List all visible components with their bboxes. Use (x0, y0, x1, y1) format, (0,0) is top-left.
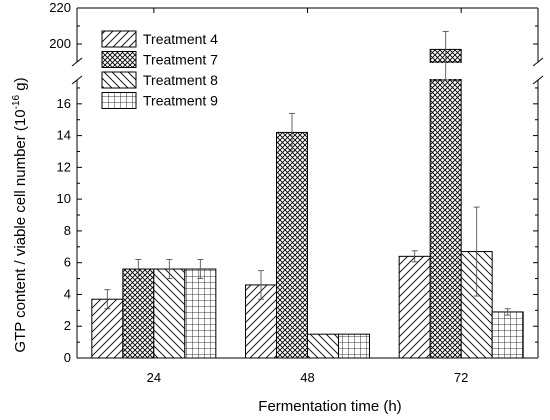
legend-swatch (101, 51, 137, 68)
bar (307, 333, 339, 359)
legend-swatch (101, 92, 137, 109)
x-axis-title: Fermentation time (h) (258, 398, 401, 415)
x-tick-label: 24 (147, 370, 161, 385)
y-axis-title: GTP content / viable cell number (10-16 … (11, 77, 29, 352)
axis-break-mark (532, 57, 544, 67)
legend-label: Treatment 8 (143, 72, 218, 88)
y-tick-label: 200 (49, 36, 71, 51)
y-tick-label: 4 (64, 286, 71, 301)
legend-label: Treatment 7 (143, 52, 218, 68)
axis-break-mark (71, 57, 83, 67)
y-tick-label: 14 (57, 128, 71, 143)
y-tick-label: 16 (57, 96, 71, 111)
bar (338, 333, 370, 359)
legend-swatch (101, 30, 137, 48)
bar (153, 268, 186, 359)
axis-break-mark (532, 75, 544, 85)
legend: Treatment 4 Treatment 7 Treatment 8 Treatme… (101, 30, 218, 109)
y-tick-label: 0 (64, 350, 71, 365)
bar (276, 131, 308, 359)
y-tick-label: 8 (64, 223, 71, 238)
y-tick-label: 220 (49, 0, 71, 15)
bar (398, 255, 431, 359)
legend-label: Treatment 4 (143, 31, 218, 47)
y-tick-label: 2 (64, 318, 71, 333)
legend-swatch (101, 71, 137, 89)
bar (184, 268, 217, 359)
y-axis-title-tail: g) (12, 77, 29, 95)
y-tick-label: 10 (57, 191, 71, 206)
axis-break-mark (71, 75, 83, 85)
x-tick-label: 72 (454, 370, 468, 385)
y-tick-label: 12 (57, 159, 71, 174)
y-axis-title-exponent: -16 (11, 94, 22, 109)
y-axis-title-main: GTP content / viable cell number (10 (12, 109, 29, 352)
y-tick-label: 6 (64, 255, 71, 270)
x-tick-label: 48 (300, 370, 314, 385)
bar (491, 311, 524, 359)
bar (122, 268, 155, 359)
bar (429, 48, 462, 359)
legend-label: Treatment 9 (143, 93, 218, 109)
